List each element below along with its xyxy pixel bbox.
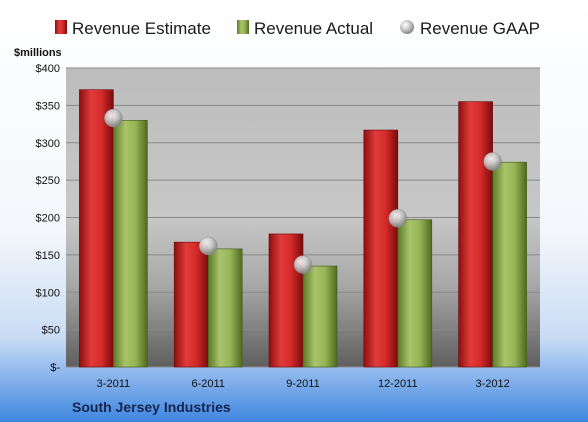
x-tick-label: 3-2012 [475, 378, 509, 390]
bar-revenue-estimate [458, 101, 493, 368]
y-tick-label: $150 [36, 250, 60, 262]
x-tick-label: 12-2011 [378, 378, 418, 390]
y-tick-label: $250 [36, 175, 60, 187]
bar-revenue-actual [397, 219, 433, 368]
legend-swatch-actual [237, 20, 249, 34]
x-tick-label: 9-2011 [286, 378, 319, 390]
legend: Revenue Estimate Revenue Actual Revenue … [55, 19, 540, 38]
y-axis-label: $millions [14, 47, 62, 59]
y-tick-label: $350 [36, 100, 60, 112]
legend-label-estimate: Revenue Estimate [72, 19, 211, 38]
marker-revenue-gaap [293, 255, 313, 274]
bar-revenue-actual [207, 248, 243, 368]
y-tick-label: $50 [42, 325, 60, 337]
bars [79, 89, 527, 368]
legend-swatch-estimate [55, 20, 67, 34]
legend-label-actual: Revenue Actual [254, 19, 373, 38]
legend-swatch-gaap [400, 20, 414, 34]
x-tick-label: 3-2011 [97, 378, 130, 390]
y-tick-label: $- [50, 362, 60, 374]
marker-revenue-gaap [483, 152, 502, 171]
bar-revenue-estimate [268, 233, 304, 368]
bar-revenue-estimate [173, 241, 209, 368]
x-tick-label: 6-2011 [191, 378, 224, 390]
bar-revenue-estimate [79, 89, 114, 368]
bar-revenue-estimate [363, 129, 399, 368]
gaap-markers [104, 108, 502, 274]
bar-revenue-actual [113, 120, 148, 368]
marker-revenue-gaap [198, 236, 218, 256]
bar-revenue-actual [302, 265, 338, 368]
marker-revenue-gaap [388, 208, 408, 228]
legend-label-gaap: Revenue GAAP [420, 19, 540, 38]
marker-revenue-gaap [104, 108, 123, 128]
y-tick-label: $400 [36, 63, 60, 75]
y-tick-label: $100 [36, 287, 60, 299]
y-tick-label: $200 [36, 213, 60, 225]
bar-revenue-actual [492, 161, 527, 368]
company-name: South Jersey Industries [72, 399, 231, 415]
y-tick-label: $300 [36, 138, 60, 150]
y-axis-ticks: $- $50 $100 $150 $200 $250 $300 $350 $400 [36, 63, 61, 374]
x-axis-ticks: 3-2011 6-2011 9-2011 12-2011 3-2012 [97, 378, 510, 390]
